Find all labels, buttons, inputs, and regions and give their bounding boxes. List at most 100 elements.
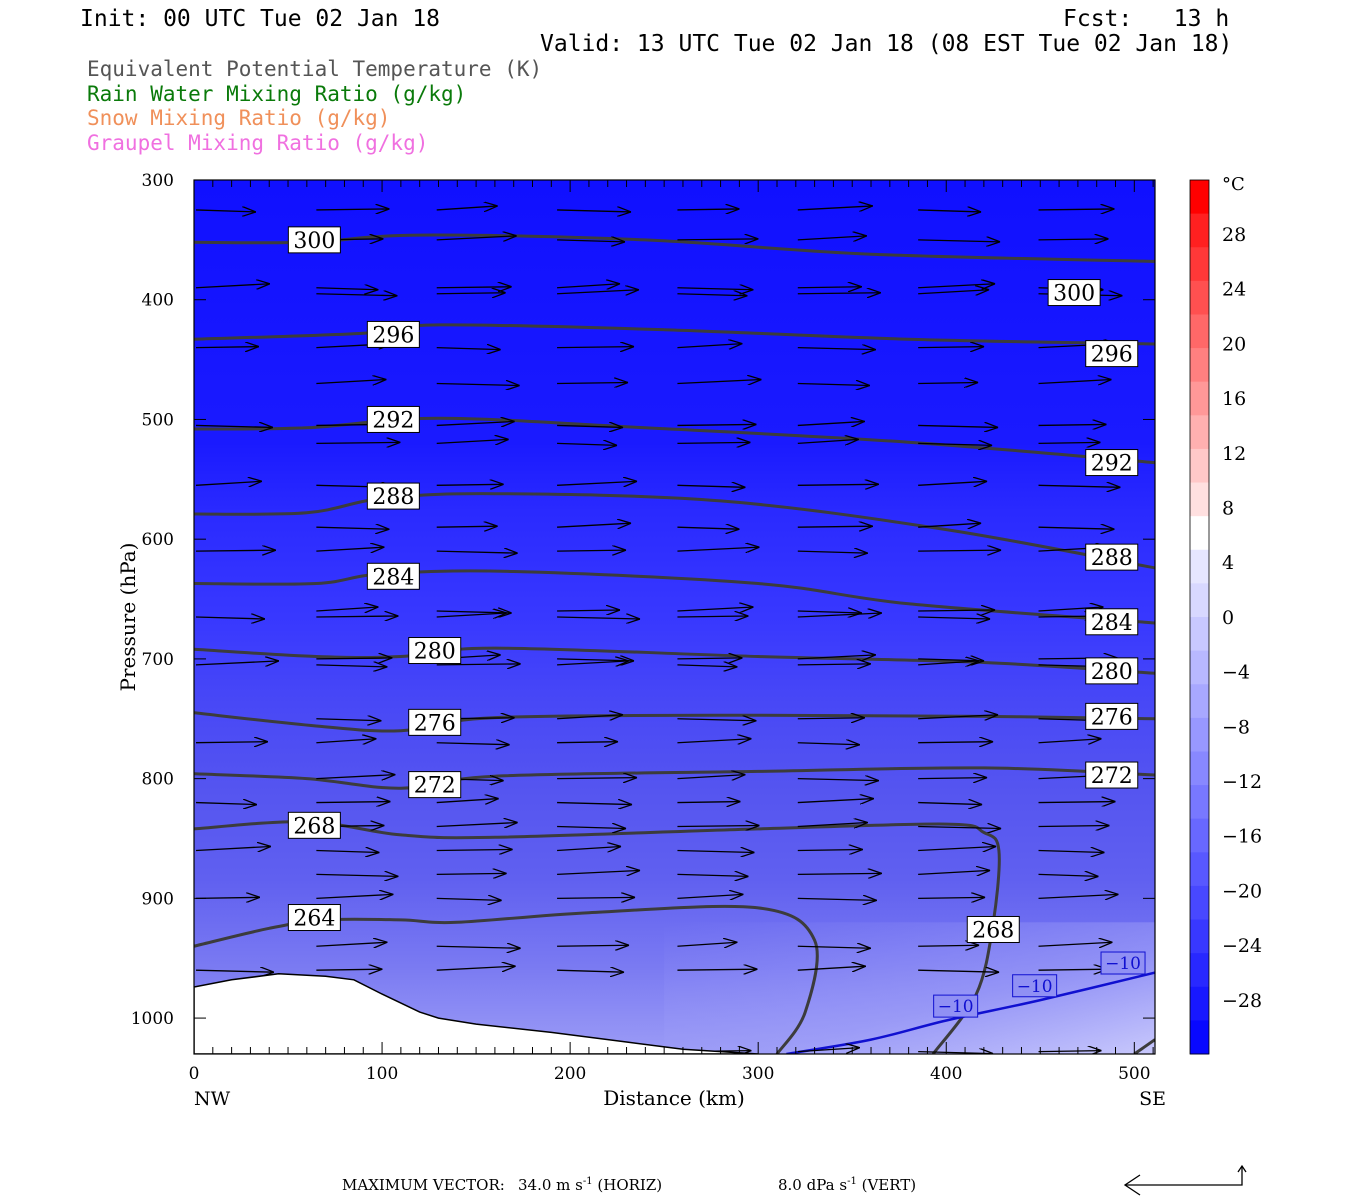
wind-vector	[918, 661, 979, 665]
wind-vector	[918, 897, 985, 898]
colorbar-label: −16	[1222, 826, 1262, 848]
wind-vector	[557, 827, 626, 829]
valid-time: Valid: 13 UTC Tue 02 Jan 18 (08 EST Tue …	[540, 31, 1233, 57]
wind-vector	[797, 799, 874, 803]
colorbar-label: 0	[1222, 607, 1234, 629]
wind-vector	[677, 739, 751, 743]
wind-vector	[918, 742, 993, 743]
wind-vector	[436, 439, 509, 443]
wind-vector	[677, 288, 753, 290]
wind-vector	[195, 210, 256, 212]
wind-vector	[918, 870, 990, 874]
colorbar-swatch	[1190, 684, 1209, 719]
theta-e-label: 276	[414, 711, 456, 736]
wind-vector	[436, 287, 512, 288]
wind-vector	[195, 617, 265, 619]
wind-vector	[918, 210, 981, 212]
wind-vector	[436, 421, 515, 425]
wind-vector	[557, 481, 637, 485]
wind-vector	[316, 607, 378, 611]
theta-e-contour	[194, 492, 1155, 570]
theta-e-label-box	[1085, 761, 1139, 789]
colorbar-swatch	[1190, 348, 1209, 383]
wind-vector	[436, 484, 504, 485]
wind-vector	[316, 739, 376, 743]
wind-vector	[195, 803, 257, 805]
wind-vector	[677, 775, 745, 779]
wind-vector	[797, 946, 871, 948]
wind-vector	[797, 718, 865, 719]
temperature-contour-layer	[786, 971, 1155, 1054]
theta-e-label: 268	[293, 814, 335, 839]
theta-e-label-box	[1085, 702, 1139, 730]
theta-e-contour	[194, 569, 1155, 625]
wind-vector	[677, 424, 756, 425]
theta-e-label: 284	[1091, 611, 1133, 636]
wind-vector	[195, 347, 259, 348]
theta-e-contour	[194, 766, 1155, 790]
colorbar-label: 12	[1222, 443, 1246, 465]
theta-e-label-box	[366, 562, 420, 590]
wind-vector	[1038, 485, 1121, 487]
wind-vector	[677, 442, 750, 443]
wind-vector	[436, 898, 502, 900]
temp-contour-minus10	[786, 971, 1155, 1054]
colorbar-label: 8	[1222, 498, 1234, 520]
legend-graupel: Graupel Mixing Ratio (g/kg)	[87, 131, 429, 155]
colorbar-label: 16	[1222, 388, 1246, 410]
wind-vector	[316, 942, 387, 946]
wind-vector	[436, 799, 499, 803]
wind-vector	[677, 969, 757, 970]
colorbar-unit: °C	[1222, 174, 1245, 195]
colorbar-swatch	[1190, 549, 1209, 584]
wind-vector	[316, 802, 390, 803]
wind-vector	[436, 873, 507, 874]
wind-vector	[1038, 802, 1116, 803]
theta-e-label: 268	[972, 918, 1014, 943]
wind-vector	[195, 846, 271, 850]
temp-label-box	[933, 994, 979, 1018]
theta-e-contour	[194, 416, 1155, 465]
theta-e-label: 288	[1091, 546, 1133, 571]
wind-vector	[677, 294, 747, 296]
temp-label: −10	[1017, 977, 1053, 997]
y-tick-label: 900	[142, 889, 174, 909]
wind-vector	[918, 970, 999, 972]
wind-vector	[557, 347, 634, 348]
wind-vector	[677, 719, 756, 721]
y-tick-label: 1000	[131, 1009, 174, 1029]
colorbar-swatch	[1190, 650, 1209, 685]
wind-vector	[918, 715, 998, 719]
wind-vector	[436, 946, 521, 948]
wind-vector	[677, 547, 759, 551]
wind-vector	[557, 617, 640, 619]
colorbar-swatch	[1190, 617, 1209, 652]
wind-vector	[797, 551, 868, 553]
wind-vector	[918, 610, 995, 611]
y-tick-label: 300	[142, 171, 174, 191]
wind-vector	[557, 970, 624, 972]
wind-vector	[557, 715, 623, 719]
wind-vector	[918, 290, 989, 294]
colorbar: °C 28 24 20 16 12 8 4 0 −4 −8 −12 −16 −20 −24 −28	[1189, 174, 1262, 1055]
wind-vector	[557, 383, 628, 384]
colorbar-label: 4	[1222, 552, 1234, 574]
legend-rain: Rain Water Mixing Ratio (g/kg)	[87, 82, 467, 106]
x-axis-label: Distance (km)	[603, 1086, 745, 1110]
wind-vector	[677, 485, 745, 487]
wind-vector	[677, 850, 754, 852]
wind-vector	[316, 874, 398, 876]
wind-vector	[1038, 442, 1101, 443]
wind-vector	[797, 743, 860, 745]
wind-vector	[436, 823, 518, 827]
wind-vector	[1038, 739, 1102, 743]
colorbar-label: 28	[1222, 224, 1246, 246]
wind-vector	[195, 481, 262, 485]
wind-vector	[436, 966, 516, 970]
theta-e-label: 284	[372, 565, 414, 590]
wind-vector	[316, 294, 397, 296]
wind-vector	[797, 236, 867, 240]
colorbar-label: −8	[1222, 716, 1250, 738]
reference-vector-icon	[1123, 1164, 1247, 1196]
legend-snow: Snow Mixing Ratio (g/kg)	[87, 106, 391, 130]
